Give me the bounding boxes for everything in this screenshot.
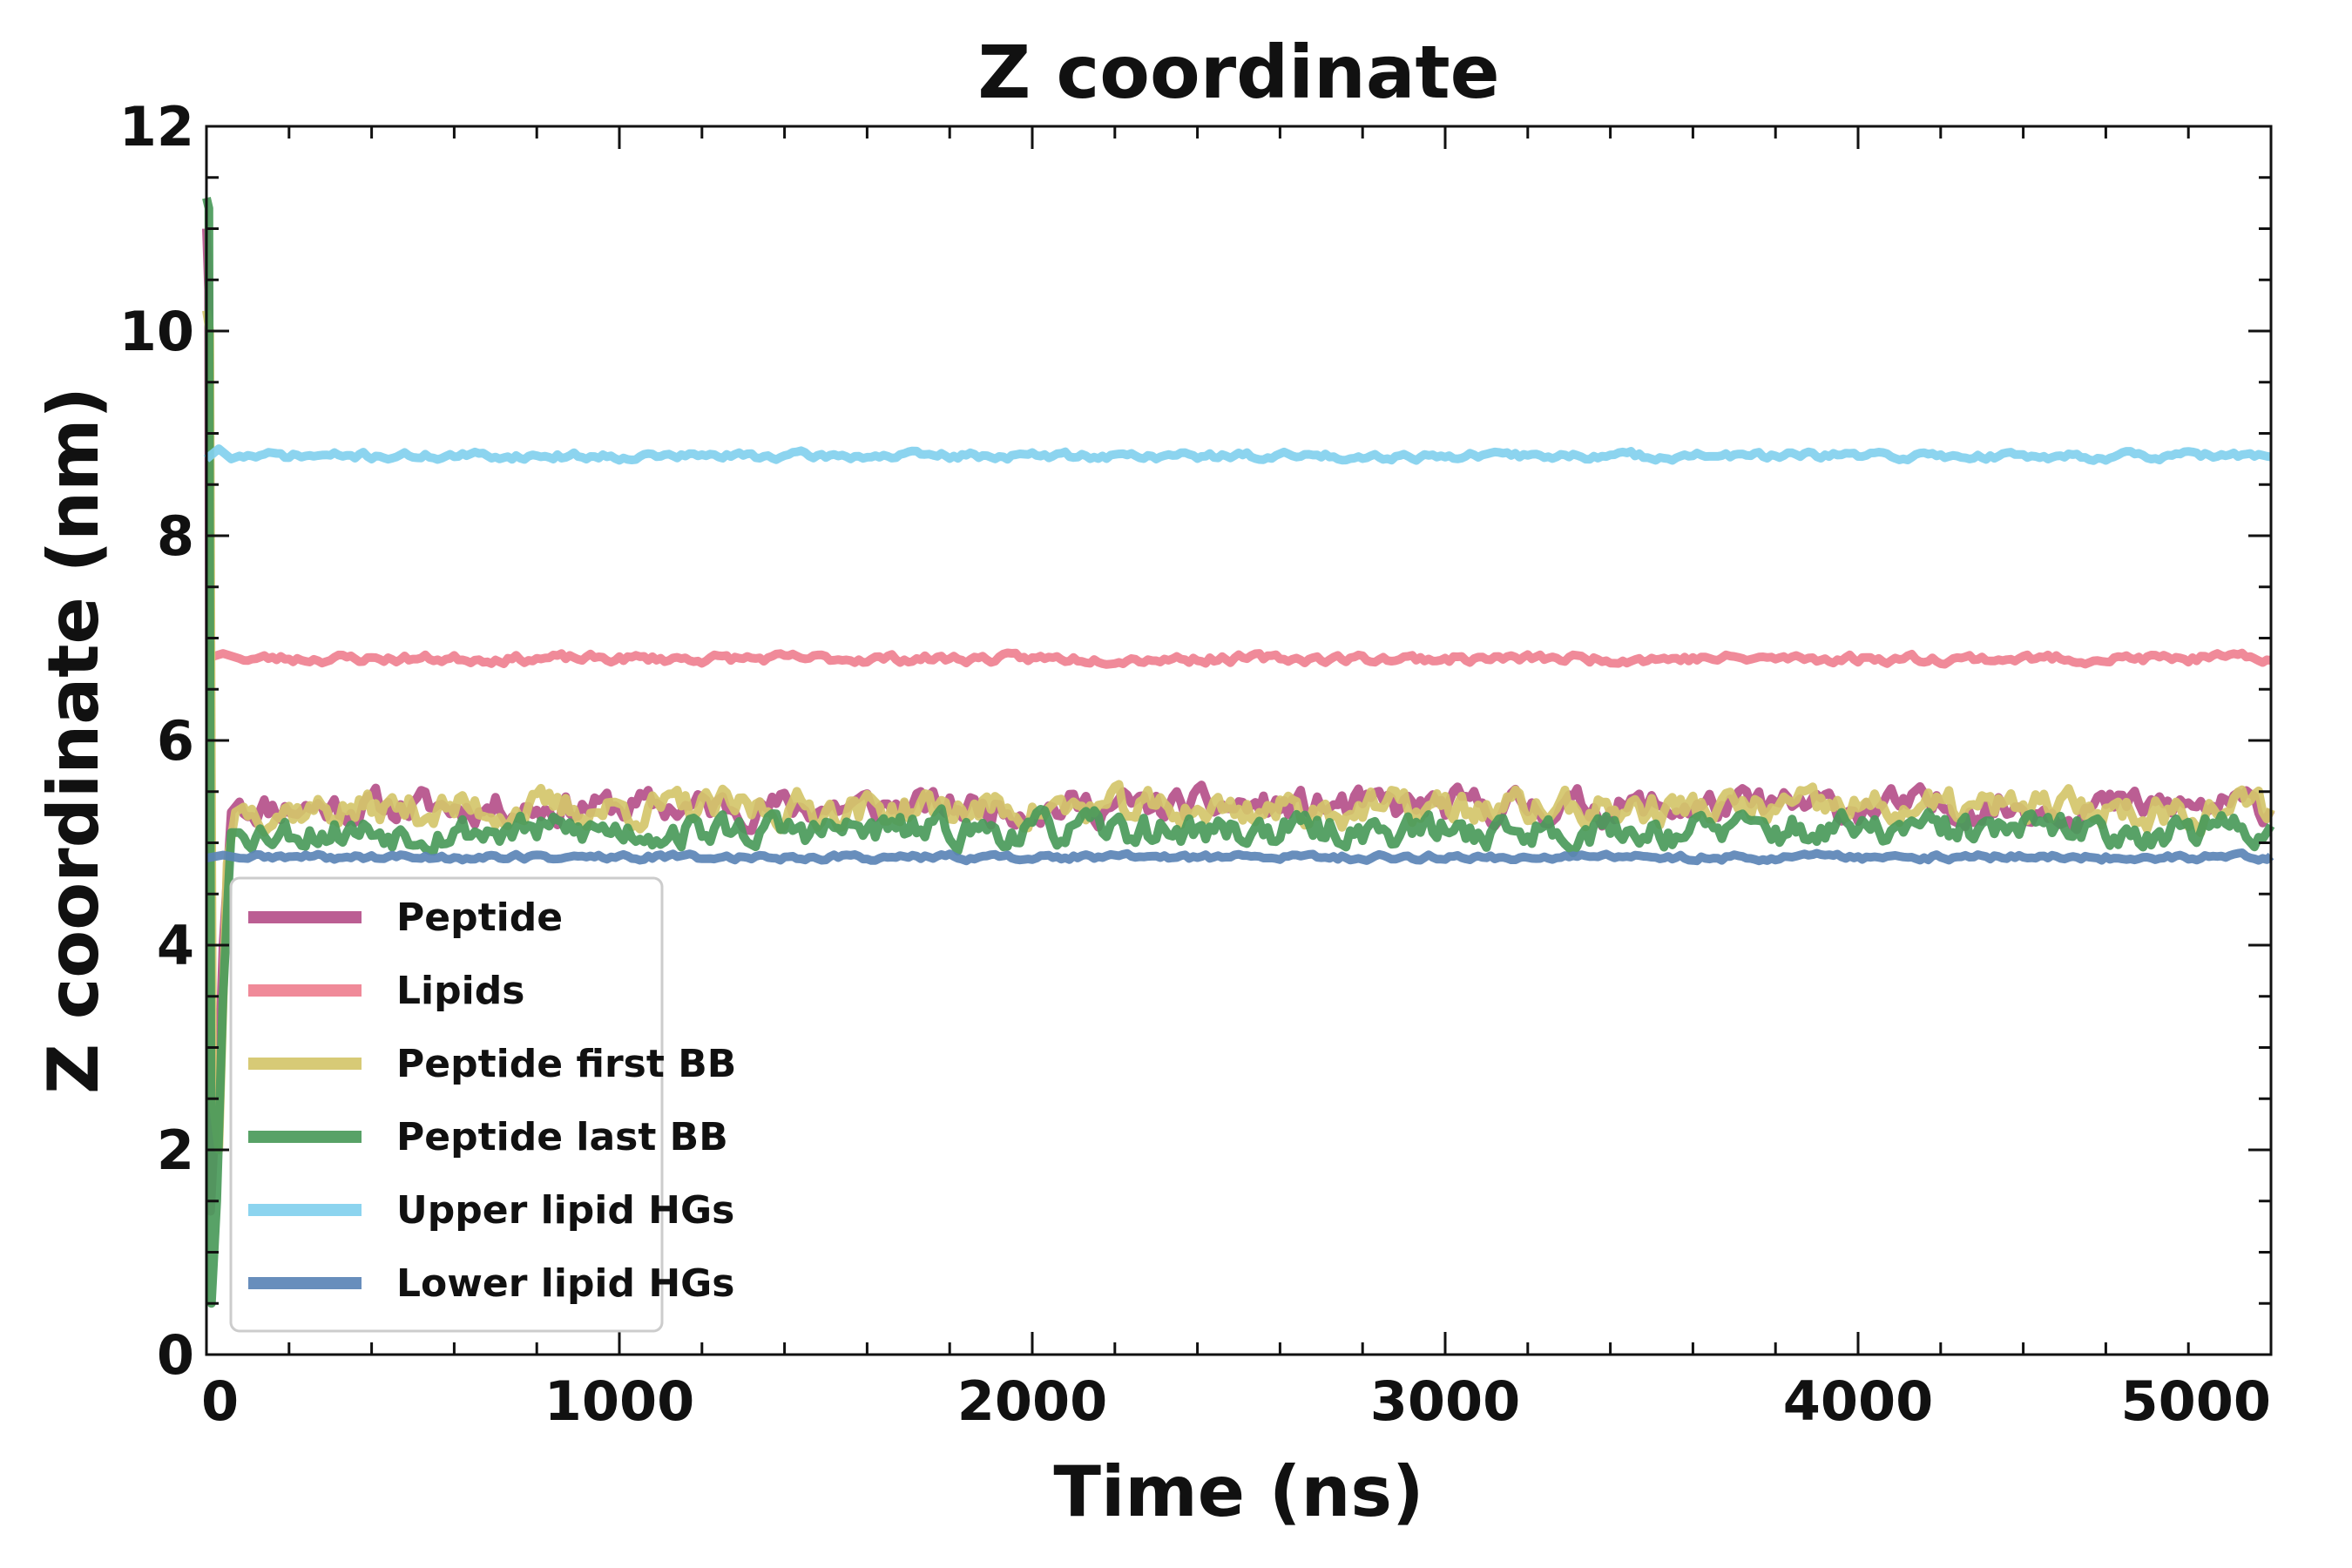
series-line-2 [202,309,2275,1154]
legend-label-5: Lower lipid HGs [396,1261,734,1306]
x-tick-label: 0 [201,1369,239,1433]
legend-label-3: Peptide last BB [396,1115,728,1159]
series-line-3 [202,197,2275,1308]
legend-label-2: Peptide first BB [396,1042,736,1086]
x-tick-label: 1000 [544,1369,695,1433]
x-tick-label: 5000 [2120,1369,2271,1433]
y-tick-label: 2 [157,1119,194,1182]
y-axis-label: Z coordinate (nm) [33,387,114,1094]
legend-label-4: Upper lipid HGs [396,1188,734,1233]
y-tick-label: 10 [119,300,194,363]
x-tick-label: 3000 [1370,1369,1521,1433]
x-axis-label: Time (ns) [1053,1451,1423,1532]
series-line-1 [205,648,2272,669]
axis-tick-labels: 0 1000 2000 3000 4000 5000 0 2 4 6 8 10 12 [119,95,2271,1433]
series-line-5 [206,848,2274,866]
x-tick-label: 2000 [957,1369,1108,1433]
legend: Peptide Lipids Peptide first BB Peptide las… [229,876,736,1333]
legend-label-0: Peptide [396,896,563,940]
y-tick-label: 6 [157,709,194,773]
plot-frame [205,125,2273,1356]
y-tick-label: 0 [157,1323,194,1387]
y-tick-label: 8 [157,504,194,568]
plot-area [202,197,2275,1308]
legend-label-1: Lipids [396,969,524,1013]
chart-title: Z coordinate [977,30,1499,115]
x-tick-label: 4000 [1783,1369,1934,1433]
y-tick-label: 12 [119,95,194,159]
series-line-4 [203,444,2272,465]
y-tick-label: 4 [157,914,194,977]
axis-ticks [205,125,2273,1356]
